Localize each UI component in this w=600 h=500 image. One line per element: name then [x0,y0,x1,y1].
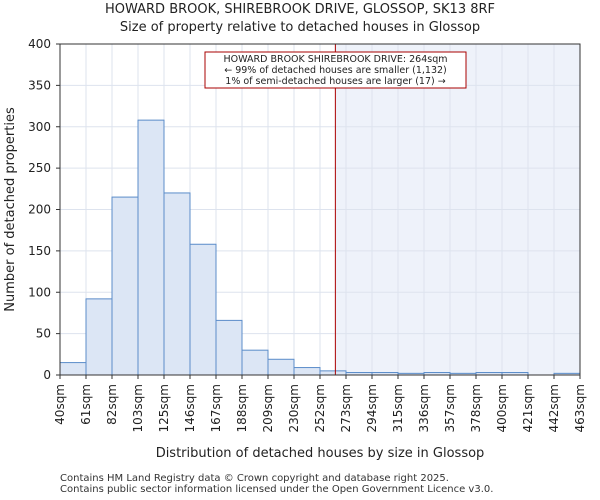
bar [293,367,321,376]
bars [59,119,581,376]
x-tick-label: 40sqm [53,384,67,425]
x-tick-label: 167sqm [209,384,223,432]
annotation-line-1: HOWARD BROOK SHIREBROOK DRIVE: 264sqm [224,54,448,65]
bar [85,298,113,376]
y-tick-label: 100 [28,285,51,299]
chart-title: HOWARD BROOK, SHIREBROOK DRIVE, GLOSSOP,… [104,2,495,17]
y-tick-label: 400 [28,37,51,51]
x-tick-label: 103sqm [131,384,145,432]
y-axis-label: Number of detached properties [3,107,18,312]
y-tick-label: 250 [28,161,51,175]
bar [319,370,347,376]
x-axis-label: Distribution of detached houses by size … [156,446,485,461]
y-axis-ticks: 0 50 100 150 200 250 300 350 400 [28,37,60,382]
x-tick-label: 230sqm [287,384,301,432]
bar [137,119,165,376]
bar [215,319,243,376]
footer-licence: Contains public sector information licen… [60,484,494,495]
y-tick-label: 200 [28,203,51,217]
x-tick-label: 442sqm [547,384,561,432]
x-tick-label: 273sqm [339,384,353,432]
x-tick-label: 82sqm [105,384,119,425]
x-tick-label: 294sqm [365,384,379,432]
x-tick-label: 209sqm [261,384,275,432]
annotation-line-2: ← 99% of detached houses are smaller (1,… [224,65,447,76]
annotation-box [204,51,467,89]
chart-subtitle: Size of property relative to detached ho… [119,20,481,35]
bar [189,243,217,376]
y-tick-label: 50 [36,327,51,341]
x-tick-label: 315sqm [391,384,405,432]
bar [59,362,87,376]
x-tick-label: 61sqm [79,384,93,425]
x-tick-label: 252sqm [313,384,327,432]
x-tick-label: 336sqm [417,384,431,432]
bar [111,196,139,376]
y-tick-label: 150 [28,244,51,258]
annotation-line-3: 1% of semi-detached houses are larger (1… [225,76,445,87]
bar [241,349,269,376]
x-axis-ticks: 40sqm 61sqm 82sqm 103sqm 125sqm 146sqm 167sqm 1… [53,375,587,432]
y-tick-label: 300 [28,120,51,134]
y-tick-label: 0 [43,368,51,382]
x-tick-label: 188sqm [235,384,249,432]
x-tick-label: 400sqm [495,384,509,432]
x-tick-label: 463sqm [573,384,587,432]
x-tick-label: 146sqm [183,384,197,432]
y-tick-label: 350 [28,78,51,92]
marker-annotation: HOWARD BROOK SHIREBROOK DRIVE: 264sqm ← … [204,51,467,89]
bar [267,358,295,376]
x-tick-label: 378sqm [469,384,483,432]
footer-copyright: Contains HM Land Registry data © Crown c… [60,473,449,484]
bar [163,192,191,376]
x-tick-label: 357sqm [443,384,457,432]
x-tick-label: 125sqm [157,384,171,432]
x-tick-label: 421sqm [521,384,535,432]
